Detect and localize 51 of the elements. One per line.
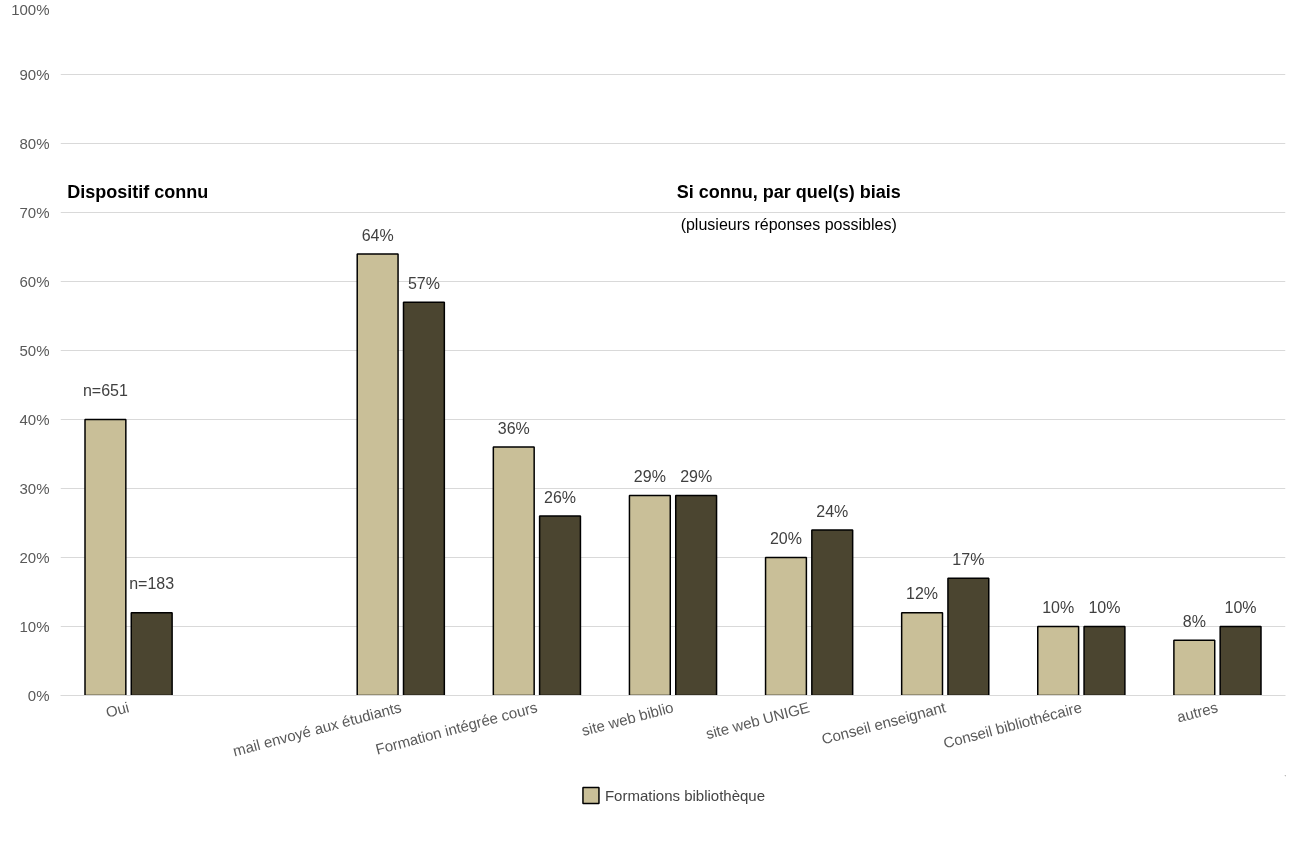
y-tick-label: 60% <box>19 273 50 290</box>
data-label: 20% <box>769 530 802 548</box>
y-tick-label: 40% <box>19 411 50 428</box>
y-tick-label: 0% <box>27 687 50 704</box>
bar <box>1083 625 1126 696</box>
x-tick-label: autres <box>1174 698 1220 726</box>
y-tick-label: 20% <box>19 549 50 566</box>
annotation: n=651 <box>82 381 128 399</box>
y-tick-label: 70% <box>19 204 50 221</box>
y-tick-label: 100% <box>11 0 50 18</box>
data-label: 24% <box>816 502 849 520</box>
legend-label: Formations bibliothèque <box>604 786 766 804</box>
data-label: 29% <box>680 468 713 486</box>
x-tick-label: site web UNIGE <box>703 698 812 743</box>
bar <box>900 611 944 696</box>
data-label: 29% <box>633 468 666 486</box>
bar <box>674 494 718 696</box>
x-tick-label: site web biblio <box>579 698 676 739</box>
bar <box>130 611 173 696</box>
data-label: 36% <box>497 419 530 437</box>
bar <box>402 301 446 696</box>
y-tick-label: 50% <box>19 342 50 359</box>
data-label: 26% <box>544 488 577 506</box>
bar <box>356 253 399 696</box>
y-tick-label: 30% <box>19 480 50 497</box>
annotation: Dispositif connu <box>67 182 209 203</box>
data-label: 8% <box>1182 612 1206 630</box>
data-label: 10% <box>1088 599 1121 617</box>
annotation: n=183 <box>129 575 175 592</box>
bar <box>538 515 582 696</box>
annotation: Si connu, par quel(s) biais <box>676 182 901 203</box>
bar <box>947 577 990 696</box>
bar <box>628 494 672 696</box>
bar <box>811 529 854 696</box>
annotation: (plusieurs réponses possibles) <box>680 216 897 234</box>
y-tick-label: 10% <box>19 618 50 635</box>
bar <box>1219 625 1262 696</box>
data-label: 64% <box>361 226 394 244</box>
bar <box>764 556 808 696</box>
data-label: 12% <box>906 585 939 603</box>
data-label: 10% <box>1224 599 1257 617</box>
y-tick-label: 90% <box>19 66 50 83</box>
data-label: 17% <box>952 550 985 568</box>
bar <box>1173 639 1216 696</box>
data-label: 57% <box>407 274 440 292</box>
y-tick-label: 80% <box>19 135 50 152</box>
x-tick-label: Oui <box>103 698 131 721</box>
bar <box>1037 625 1080 696</box>
bar <box>492 446 535 696</box>
data-label: 10% <box>1042 599 1075 617</box>
bar <box>84 418 127 696</box>
